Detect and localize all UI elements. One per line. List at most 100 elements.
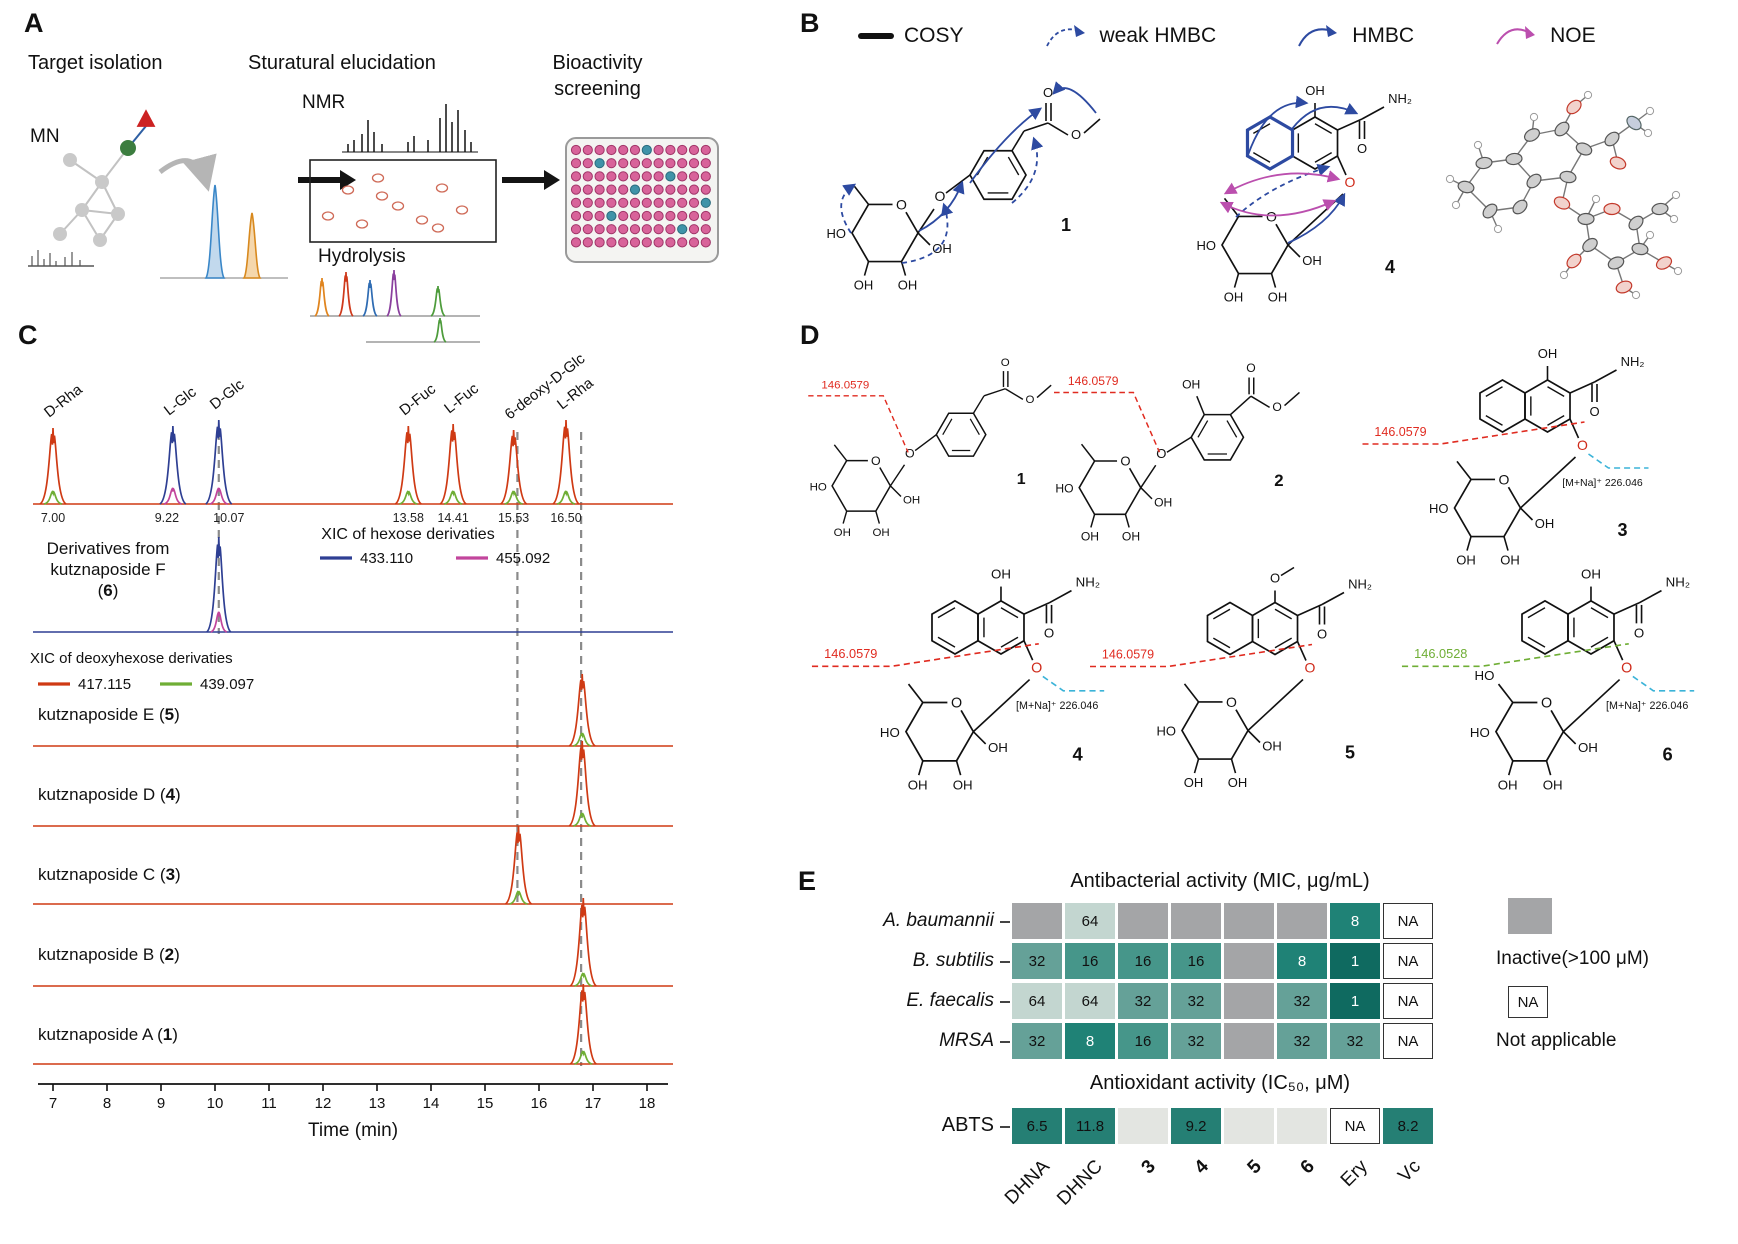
plate-well [641,197,652,208]
cosy-line-icon [858,33,894,39]
shape [842,510,848,524]
chromatogram-peak [39,427,67,505]
atom-label: OH [1268,290,1288,305]
shape [1090,514,1096,528]
ortep-n-atom [1626,115,1642,131]
plate-well [677,210,688,222]
annotation-dash [1090,643,1313,668]
plate-well [665,210,676,222]
shape [1252,123,1271,134]
mic-cell: 64 [1012,983,1062,1019]
mic-cell: NA [1383,903,1433,939]
chromatogram-peak [43,490,63,505]
plate-well [594,144,605,156]
annotation-dash [811,642,1039,668]
atom-label: OH [991,566,1011,581]
ortep-o-atom [1615,280,1633,294]
chromatogram-peak [209,487,229,505]
plate-well [641,158,652,169]
nmr-2d-box [309,159,497,243]
chromatogram-peak [499,429,528,505]
shape [1321,591,1345,606]
shape [1466,536,1472,551]
ortep-c-atom [1631,242,1649,256]
noe-arrow [1223,170,1341,195]
shape [1519,507,1534,521]
plate-well [653,237,664,248]
mic-cell: 32 [1118,983,1168,1019]
atom-label: OH [903,495,920,507]
dashed-arrow [901,202,954,264]
ortep-c-atom [1607,256,1625,270]
shape [1193,758,1200,774]
glycosidic-o: O [935,188,946,204]
atom-label: OH [1500,553,1520,568]
plate-well [629,184,641,195]
nmr-crosspeak [341,185,355,195]
shape [1047,122,1069,136]
row-tick [1000,1041,1010,1043]
solid-arrow [969,107,1043,184]
plate-well [629,224,641,235]
plate-well [570,210,582,222]
plate-well [618,171,629,182]
tick-label: 14 [423,1095,440,1112]
step-target-isolation: Target isolation [28,52,163,74]
plate-well [665,171,676,182]
shape [917,208,935,234]
atom-label: O [1044,626,1054,641]
shape [1547,415,1565,426]
ortep-o-atom [1609,156,1627,170]
plate-well [594,237,605,248]
shape [1638,589,1662,604]
ortep-c-atom [1505,152,1523,166]
nmr-crosspeak [391,201,405,211]
retention-time: 14.41 [437,511,468,525]
atom-label: HO [1470,725,1490,740]
tick-label: 15 [477,1095,494,1112]
ortep-c-atom [1651,202,1669,216]
mic-cell [1171,903,1221,939]
shape [1000,636,1019,648]
shape [298,170,356,190]
plate-well [641,171,652,182]
shape [904,701,975,762]
chromatogram-peak [338,271,354,317]
ortep-h-atom [1445,174,1455,184]
ortep-h-atom [1669,214,1679,224]
legend-inactive-swatch [1508,898,1552,934]
row-label-abts: ABTS [941,1114,994,1136]
shape [863,261,870,276]
plate-well [618,237,629,248]
atom-label: NH₂ [1076,575,1100,590]
shape [1252,152,1271,163]
shape [907,683,924,703]
retention-time: 15.53 [498,511,529,525]
legend-cosy: COSY [858,24,964,48]
atom-label: OH [898,278,918,293]
ortep-c-atom [1554,121,1570,137]
plate-well [677,158,688,169]
plate-well [594,210,605,222]
chromatogram-peak [569,897,597,987]
chromatogram-peak [242,212,262,279]
network-node [63,153,77,167]
network-node [111,207,125,221]
shape [1048,589,1072,604]
plate-well [641,237,652,248]
plate-well [618,210,629,222]
shape [1287,244,1301,258]
row-tick [1000,1001,1010,1003]
annotation-dash [1042,675,1105,692]
atom-label: O [1071,127,1081,142]
plate-well [641,184,652,195]
trace-label: kutznaposide F [50,560,165,579]
nmr-crosspeak [355,219,369,229]
ortep-h-atom [1529,112,1539,122]
nmr-label: NMR [302,92,346,113]
